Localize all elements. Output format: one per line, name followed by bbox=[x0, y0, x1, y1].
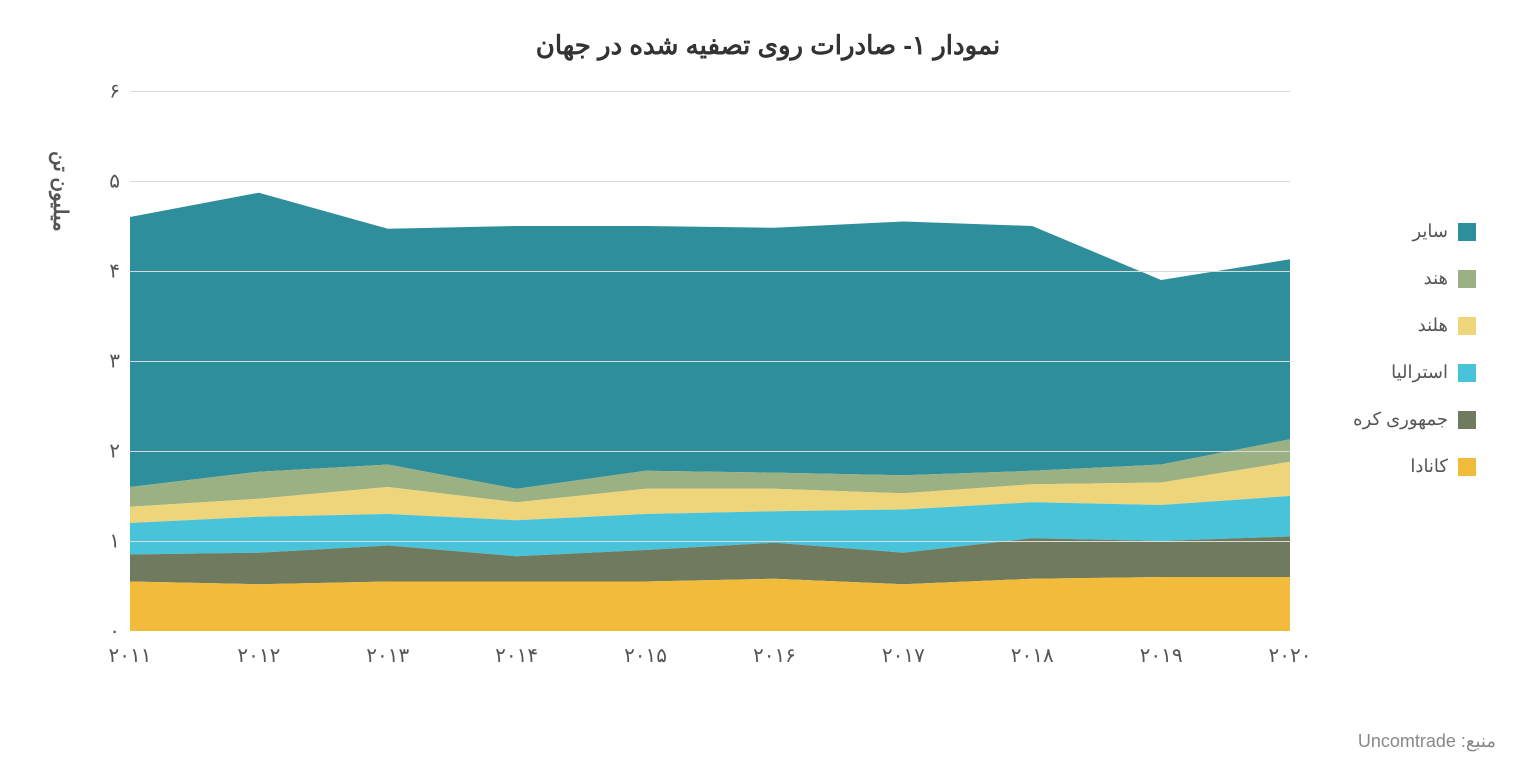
yaxis-label-col: میلیون تن bbox=[40, 91, 80, 232]
xtick: ۲۰۱۴ bbox=[495, 643, 538, 668]
plot-area bbox=[130, 91, 1290, 631]
area-series bbox=[130, 577, 1290, 631]
ytick: ۳ bbox=[109, 349, 120, 374]
xtick: ۲۰۱۶ bbox=[753, 643, 796, 668]
legend-swatch bbox=[1458, 223, 1476, 241]
ytick: ۶ bbox=[109, 79, 120, 104]
grid-line bbox=[130, 91, 1290, 92]
source-text: منبع: Uncomtrade bbox=[1358, 731, 1496, 752]
grid-line bbox=[130, 271, 1290, 272]
legend-item: کانادا bbox=[1316, 456, 1476, 477]
grid-line bbox=[130, 541, 1290, 542]
ytick: ۱ bbox=[109, 529, 120, 554]
legend-label: جمهوری کره bbox=[1353, 409, 1448, 430]
legend-item: جمهوری کره bbox=[1316, 409, 1476, 430]
legend-label: هلند bbox=[1418, 315, 1448, 336]
grid-line bbox=[130, 181, 1290, 182]
legend-item: سایر bbox=[1316, 221, 1476, 242]
yaxis-label: میلیون تن bbox=[48, 151, 72, 232]
plot-col: ۲۰۱۱۲۰۱۲۲۰۱۳۲۰۱۴۲۰۱۵۲۰۱۶۲۰۱۷۲۰۱۸۲۰۱۹۲۰۲۰ bbox=[130, 91, 1316, 683]
legend-swatch bbox=[1458, 411, 1476, 429]
ytick: ۲ bbox=[109, 439, 120, 464]
legend-swatch bbox=[1458, 364, 1476, 382]
xtick: ۲۰۲۰ bbox=[1269, 643, 1312, 668]
legend-item: استرالیا bbox=[1316, 362, 1476, 383]
yaxis-ticks: ۰۱۲۳۴۵۶ bbox=[80, 91, 130, 631]
legend-label: هند bbox=[1424, 268, 1448, 289]
xaxis: ۲۰۱۱۲۰۱۲۲۰۱۳۲۰۱۴۲۰۱۵۲۰۱۶۲۰۱۷۲۰۱۸۲۰۱۹۲۰۲۰ bbox=[130, 643, 1290, 683]
legend-swatch bbox=[1458, 458, 1476, 476]
legend-label: استرالیا bbox=[1391, 362, 1448, 383]
xtick: ۲۰۱۵ bbox=[624, 643, 667, 668]
grid-line bbox=[130, 361, 1290, 362]
ytick: ۰ bbox=[109, 619, 120, 644]
xtick: ۲۰۱۲ bbox=[237, 643, 280, 668]
legend-swatch bbox=[1458, 317, 1476, 335]
legend: سایر هند هلند استرالیا جمهوری کره کانادا bbox=[1316, 91, 1496, 503]
area-series bbox=[130, 193, 1290, 489]
xtick: ۲۰۱۷ bbox=[882, 643, 925, 668]
legend-swatch bbox=[1458, 270, 1476, 288]
chart-title: نمودار ۱- صادرات روی تصفیه شده در جهان bbox=[40, 30, 1496, 61]
legend-item: هند bbox=[1316, 268, 1476, 289]
ytick: ۴ bbox=[109, 259, 120, 284]
xtick: ۲۰۱۹ bbox=[1140, 643, 1183, 668]
xtick: ۲۰۱۸ bbox=[1011, 643, 1054, 668]
chart-wrap: میلیون تن ۰۱۲۳۴۵۶ ۲۰۱۱۲۰۱۲۲۰۱۳۲۰۱۴۲۰۱۵۲۰… bbox=[40, 91, 1496, 683]
xtick: ۲۰۱۱ bbox=[109, 643, 152, 668]
legend-label: کانادا bbox=[1410, 456, 1448, 477]
legend-label: سایر bbox=[1412, 221, 1448, 242]
legend-item: هلند bbox=[1316, 315, 1476, 336]
grid-line bbox=[130, 451, 1290, 452]
xtick: ۲۰۱۳ bbox=[366, 643, 409, 668]
ytick: ۵ bbox=[109, 169, 120, 194]
